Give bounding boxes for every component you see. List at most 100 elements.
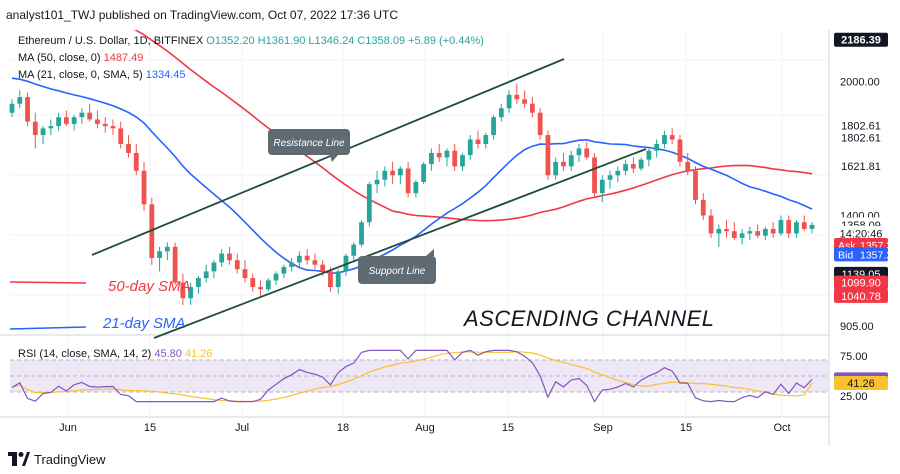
candle [188,287,194,299]
publish-header: analyst101_TWJ published on TradingView.… [0,0,900,30]
candle [258,287,263,290]
support-callout[interactable] [358,256,436,284]
candle [662,135,667,144]
candle [273,273,279,281]
candle [444,150,450,158]
price-tag [833,130,889,146]
legend-symbol-row: Ethereum / U.S. Dollar, 1D, BITFINEX O13… [18,35,484,47]
candle [770,228,776,234]
candle [669,135,675,140]
candle [9,103,15,113]
support-callout-pointer [426,249,434,256]
footer: TradingView [0,446,900,474]
candle [32,121,38,136]
price-tag [834,275,888,290]
candle [615,170,621,176]
candle [48,126,54,129]
candle [56,117,62,127]
candle [576,148,582,156]
price-tag-value: 1099.90 [841,278,881,290]
candle [506,94,512,109]
time-tick: 15 [144,422,156,434]
resistance-label: Resistance Line [273,138,345,149]
candle [452,150,458,167]
price-tag [834,288,888,303]
time-tick: Oct [773,422,790,434]
price-tick: 905.00 [840,321,874,333]
candle [211,262,217,272]
candle [700,199,706,216]
candle [654,144,660,151]
candle [374,179,380,185]
ma50-line [133,30,813,222]
candle [196,278,201,288]
candle [180,282,186,299]
price-tag [834,32,888,47]
resistance-callout[interactable] [268,129,350,155]
candle [149,204,155,258]
candle [126,144,131,153]
candle [421,164,427,182]
legend-ma50: MA (50, close, 0) 1487.49 [18,52,143,64]
price-tag [833,158,889,174]
candle [304,255,310,261]
candle [677,139,683,162]
price-tag-value: 2186.39 [841,35,881,47]
candle [390,170,395,176]
candle [366,184,372,223]
candle [646,150,652,160]
time-tick: Jul [235,422,249,434]
candle [405,168,411,194]
candle [685,161,691,171]
channel-upper-line[interactable] [91,58,565,256]
candle [553,161,559,176]
candle [786,220,792,234]
rsi-tick: 25.00 [840,391,868,403]
rsi-legend: RSI (14, close, SMA, 14, 2) 45.80 41.26 [18,348,212,360]
candle [234,260,240,270]
time-tick: Sep [593,422,613,434]
candle [561,161,566,167]
candle [133,152,139,171]
candle [312,260,318,265]
candle [351,244,357,256]
footer-brand: TradingView [34,452,106,467]
candle [739,233,745,238]
candle [475,139,481,144]
candle [219,253,225,263]
candle [102,123,108,127]
price-chart[interactable]: USD2000.001400.00905.002186.391802.61180… [0,30,900,446]
candle [514,94,520,100]
candle [17,97,23,104]
candle [397,168,403,176]
candle [592,157,597,194]
candle [164,246,170,252]
candle [227,253,232,261]
candle [545,135,551,176]
candle [607,175,613,180]
candle [755,231,761,236]
price-tag-value: 1040.78 [841,291,881,303]
candle [296,255,302,263]
channel-lower-line[interactable] [153,148,647,339]
candle [762,228,768,236]
tradingview-logo-icon[interactable] [8,452,30,466]
candle [242,269,248,279]
rsi-sma-label: 41.26 [847,378,875,390]
time-tick: 18 [337,422,349,434]
candle [522,99,528,104]
candle [778,220,784,234]
candle [110,126,116,129]
candle [118,128,124,144]
candle [413,182,419,194]
candle [467,139,473,156]
rsi-line [11,349,813,403]
ma50-annotation: 50-day SMA [108,278,191,295]
price-tick: 2000.00 [840,76,880,88]
candle [537,112,543,136]
candle [71,117,77,124]
candle [491,117,496,136]
candle [809,224,815,229]
candle [724,228,729,232]
candle [693,170,698,200]
